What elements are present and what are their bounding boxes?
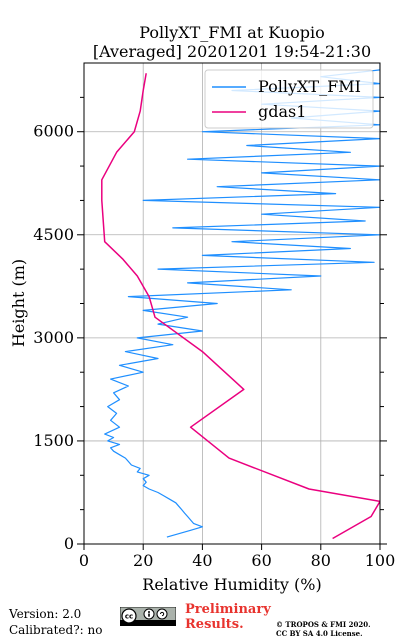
preliminary-line2: Results. [185,617,244,632]
chart-title: PollyXT_FMI at Kuopio [139,23,325,42]
y-tick-label: 3000 [33,328,74,347]
version-text: Version: 2.0 [9,607,82,621]
x-tick-label: 0 [79,551,89,570]
legend-label-gdas1: gdas1 [258,102,306,121]
x-axis-label: Relative Humidity (%) [142,575,321,594]
legend: PollyXT_FMI gdas1 [204,69,374,129]
chart-subtitle: [Averaged] 20201201 19:54-21:30 [93,42,371,61]
plot-frame [83,62,381,545]
cc-by-sa-badge-icon: cc [120,607,176,626]
version-info: Version: 2.0 Calibrated?: no [9,606,102,638]
y-tick-label: 6000 [33,122,74,141]
x-tick-label: 20 [133,551,153,570]
series-line-gdas1 [101,73,380,540]
copyright-line1: © TROPOS & FMI 2020. [276,620,371,629]
svg-text:cc: cc [125,613,133,621]
y-tick-label: 0 [64,534,74,553]
grid [83,63,381,545]
axis-ticks: 0 20 40 60 80 100 0 1500 3000 4500 6000 [33,96,396,570]
preliminary-notice: Preliminary Results. [185,602,271,632]
x-tick-label: 80 [311,551,331,570]
series-line-pollyxt-fmi [104,63,380,538]
copyright-line2: CC BY SA 4.0 License. [276,629,363,638]
series-group [101,63,380,540]
y-tick-label: 1500 [33,431,74,450]
copyright-notice: © TROPOS & FMI 2020. CC BY SA 4.0 Licens… [276,620,371,638]
calibrated-text: Calibrated?: no [9,623,103,637]
y-tick-label: 4500 [33,225,74,244]
legend-label-pollyxt: PollyXT_FMI [258,77,361,96]
plot-area [101,63,380,540]
x-tick-label: 40 [192,551,212,570]
chart: PollyXT_FMI at Kuopio [Averaged] 2020120… [9,23,396,594]
y-axis-label: Height (m) [9,259,28,347]
preliminary-line1: Preliminary [185,602,271,617]
x-tick-label: 100 [365,551,396,570]
x-tick-label: 60 [251,551,271,570]
legend-box [204,69,374,129]
